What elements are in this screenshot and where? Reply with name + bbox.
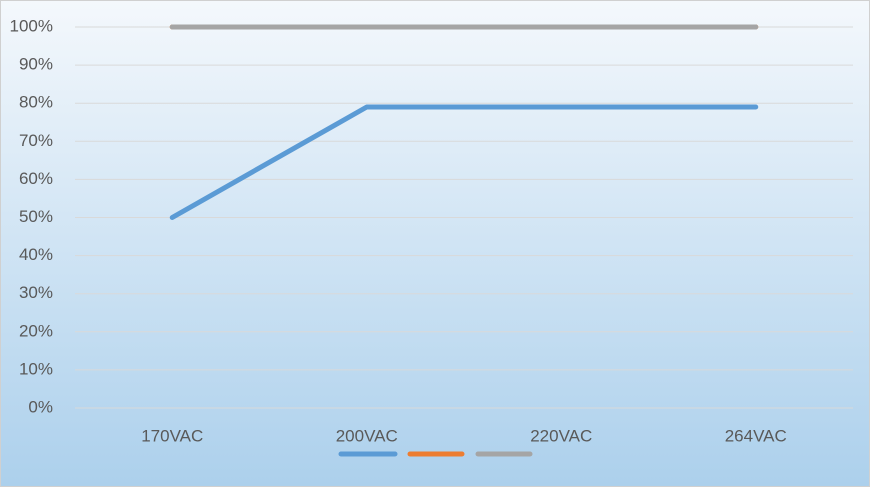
- y-tick-label: 100%: [10, 16, 53, 35]
- y-tick-label: 50%: [19, 207, 53, 226]
- y-tick-label: 20%: [19, 321, 53, 340]
- x-tick-label: 264VAC: [725, 426, 787, 445]
- x-tick-label: 200VAC: [336, 426, 398, 445]
- y-tick-label: 70%: [19, 131, 53, 150]
- y-tick-label: 90%: [19, 55, 53, 74]
- y-tick-label: 0%: [28, 397, 53, 416]
- y-tick-label: 40%: [19, 245, 53, 264]
- series-line: [169, 104, 759, 220]
- x-tick-label: 220VAC: [530, 426, 592, 445]
- x-tick-label: 170VAC: [141, 426, 203, 445]
- y-tick-label: 80%: [19, 93, 53, 112]
- y-tick-label: 30%: [19, 283, 53, 302]
- y-tick-label: 10%: [19, 359, 53, 378]
- y-tick-label: 60%: [19, 169, 53, 188]
